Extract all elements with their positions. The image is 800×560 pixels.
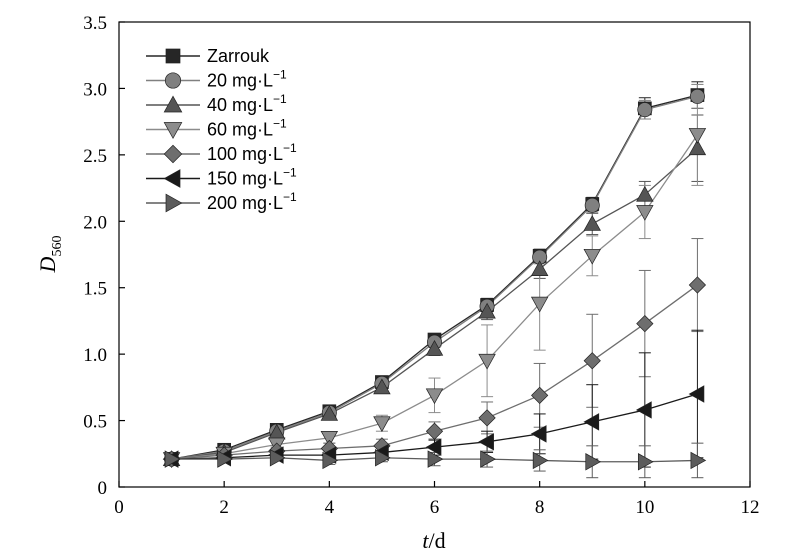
y-axis-sub: 560 xyxy=(50,236,65,257)
legend-label-text: 60 mg·L xyxy=(207,120,273,140)
y-tick-label: 1.5 xyxy=(83,279,107,300)
data-point xyxy=(583,248,601,265)
legend-label-text: 100 mg·L xyxy=(207,144,283,164)
y-axis-title: D560 xyxy=(35,236,65,274)
plot-frame xyxy=(118,21,751,488)
data-point xyxy=(480,450,496,468)
y-tick-label: 0 xyxy=(98,478,108,499)
x-tick-label: 0 xyxy=(114,497,124,518)
x-tick-label: 6 xyxy=(430,497,440,518)
data-point xyxy=(425,388,444,405)
data-point xyxy=(688,128,707,144)
x-tick-labels: 0 2 4 6 8 10 12 xyxy=(114,497,759,518)
data-point xyxy=(637,453,654,471)
data-point xyxy=(636,205,654,221)
legend-marker xyxy=(163,122,183,139)
y-axis-var: D xyxy=(35,256,60,273)
x-tick-label: 10 xyxy=(635,497,654,518)
data-point xyxy=(217,450,234,468)
data-point xyxy=(688,139,707,156)
legend-label-text: 150 mg·L xyxy=(207,169,283,189)
data-point xyxy=(636,185,654,202)
data-point xyxy=(530,296,549,313)
legend-label-sup: −1 xyxy=(273,68,287,82)
data-point xyxy=(635,401,652,419)
y-tick-label: 3.5 xyxy=(83,13,107,34)
data-point xyxy=(689,88,705,104)
legend-label: 150 mg·L−1 xyxy=(207,166,297,189)
legend-marker xyxy=(163,144,183,164)
x-tick-label: 8 xyxy=(535,497,545,518)
data-point xyxy=(322,451,339,470)
data-point xyxy=(164,450,181,468)
legend-marker xyxy=(163,95,183,113)
data-point xyxy=(427,450,444,468)
legend-label-sup: −1 xyxy=(273,92,287,106)
legend-marker xyxy=(165,48,181,64)
data-point xyxy=(425,422,444,440)
legend-label: 60 mg·L−1 xyxy=(207,117,287,140)
data-point xyxy=(373,416,391,433)
legend-label-sup: −1 xyxy=(283,141,297,155)
data-point xyxy=(688,385,705,403)
data-point xyxy=(531,386,549,404)
legend-label: 20 mg·L−1 xyxy=(207,68,287,91)
x-axis-var: t xyxy=(422,528,429,553)
data-point xyxy=(269,449,286,467)
x-tick-label: 2 xyxy=(219,497,229,518)
y-tick-label: 0.5 xyxy=(83,412,107,433)
legend-label: 40 mg·L−1 xyxy=(207,92,287,115)
legend-label: 100 mg·L−1 xyxy=(207,141,297,164)
legend-label-sup: −1 xyxy=(273,117,287,131)
data-point xyxy=(688,276,707,294)
data-point xyxy=(584,197,600,213)
axis-ticks xyxy=(118,21,751,488)
data-point xyxy=(530,425,547,443)
data-point xyxy=(690,451,707,470)
data-point xyxy=(585,453,602,471)
legend-marker xyxy=(165,193,183,213)
data-point xyxy=(478,433,494,451)
legend-marker xyxy=(163,169,181,188)
x-axis-unit: /d xyxy=(429,528,446,553)
legend-label-text: 20 mg·L xyxy=(207,71,273,91)
data-point xyxy=(583,413,600,431)
x-tick-label: 12 xyxy=(741,497,760,518)
data-point xyxy=(320,430,339,447)
y-tick-label: 3.0 xyxy=(83,79,107,100)
legend-label-text: 200 mg·L xyxy=(207,193,283,213)
data-point xyxy=(478,409,496,427)
x-axis-title: t/d xyxy=(422,528,445,553)
data-point xyxy=(636,314,654,333)
data-point xyxy=(478,302,496,319)
data-point xyxy=(373,378,391,395)
legend-label: 200 mg·L−1 xyxy=(207,190,297,213)
data-point xyxy=(532,451,549,470)
data-point xyxy=(637,102,653,118)
legend-label-sup: −1 xyxy=(283,190,297,204)
y-tick-label: 1.0 xyxy=(83,345,107,366)
series-markers xyxy=(162,88,707,471)
legend-label-text: Zarrouk xyxy=(207,46,270,66)
legend-label-sup: −1 xyxy=(283,166,297,180)
data-point xyxy=(320,405,339,421)
y-tick-label: 2.0 xyxy=(83,212,107,233)
data-point xyxy=(583,352,601,370)
y-tick-label: 2.5 xyxy=(83,146,107,167)
legend-label: Zarrouk xyxy=(207,46,270,66)
x-tick-label: 4 xyxy=(325,497,335,518)
data-point xyxy=(425,339,444,356)
data-point xyxy=(530,260,549,276)
data-point xyxy=(375,449,391,467)
data-point xyxy=(478,353,496,370)
legend-label-text: 40 mg·L xyxy=(207,95,273,115)
y-tick-labels: 0 0.5 1.0 1.5 2.0 2.5 3.0 3.5 xyxy=(83,13,107,499)
data-point xyxy=(583,215,601,231)
legend-marker xyxy=(164,72,182,89)
data-point xyxy=(425,438,442,456)
